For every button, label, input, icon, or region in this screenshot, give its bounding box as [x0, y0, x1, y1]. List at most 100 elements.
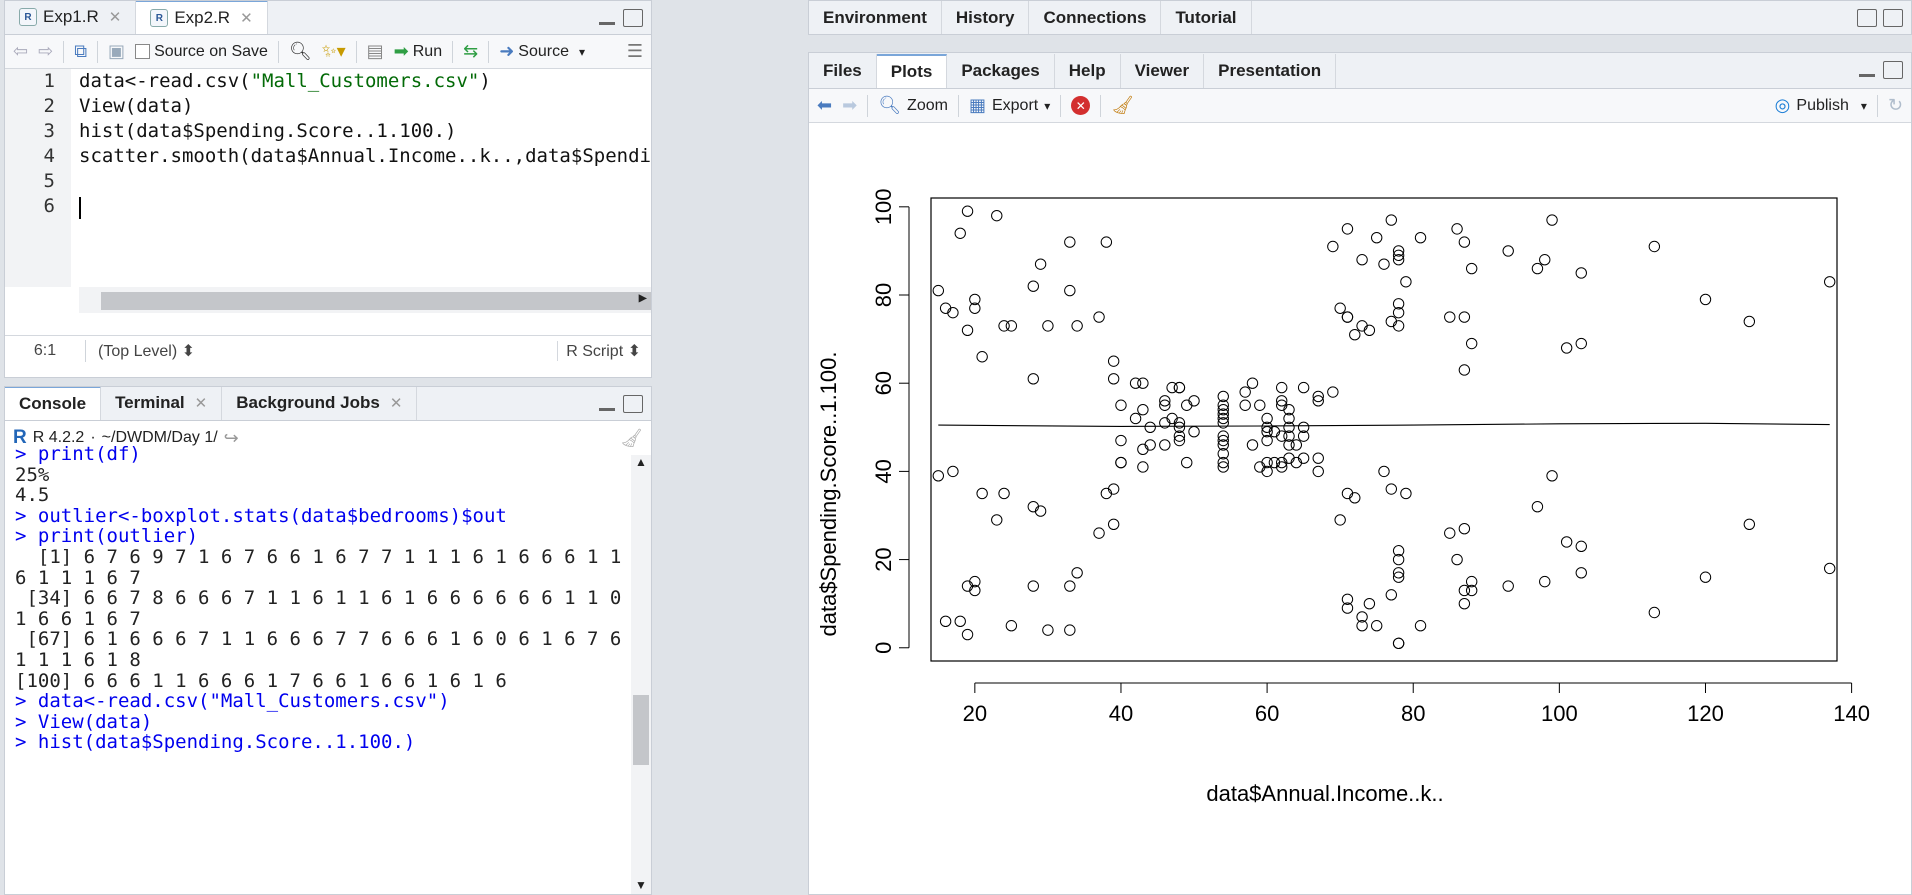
tab-tutorial[interactable]: Tutorial — [1161, 1, 1252, 34]
close-icon[interactable]: ✕ — [108, 9, 122, 26]
tab-background-jobs[interactable]: Background Jobs ✕ — [222, 387, 418, 420]
data-point — [1341, 223, 1354, 235]
tab-files[interactable]: Files — [809, 54, 877, 88]
save-icon[interactable]: ▣ — [108, 41, 126, 61]
minimize-icon[interactable] — [597, 9, 617, 27]
outline-icon[interactable]: ☰ — [626, 41, 643, 61]
publish-button[interactable]: ◎ Publish ▾ — [1775, 95, 1867, 116]
code-text: scatter.smooth(data$Annual.Income..k..,d… — [79, 144, 651, 169]
data-point — [1261, 465, 1273, 478]
scroll-up-icon[interactable]: ▲ — [635, 455, 647, 469]
maximize-icon[interactable] — [623, 9, 643, 27]
source-label: Source — [518, 42, 569, 60]
scrollbar-thumb[interactable] — [101, 292, 651, 310]
scroll-down-icon[interactable]: ▼ — [635, 878, 647, 892]
scroll-right-icon[interactable]: ▶ — [638, 290, 647, 306]
forward-arrow-icon[interactable]: ⇨ — [38, 41, 54, 61]
line-number: 1 — [43, 70, 55, 92]
data-point — [1743, 315, 1756, 328]
maximize-icon[interactable] — [623, 395, 643, 413]
code-line[interactable]: 3 hist(data$Spending.Score..1.100.) — [5, 119, 651, 144]
data-point — [1064, 624, 1076, 636]
data-point — [1254, 461, 1266, 473]
code-editor[interactable]: 1 data<-read.csv("Mall_Customers.csv") 2 Vi… — [5, 69, 651, 313]
data-point — [1327, 240, 1339, 253]
previous-plot-icon[interactable]: ⬅ — [817, 95, 833, 115]
code-line[interactable]: 2 View(data) — [5, 94, 651, 119]
scrollbar-thumb[interactable] — [633, 695, 649, 765]
search-icon[interactable]: 🔍︎ — [288, 41, 312, 61]
refresh-icon[interactable]: ↻ — [1887, 95, 1903, 115]
compile-report-icon[interactable]: ▤ — [366, 41, 384, 61]
data-point — [1297, 452, 1310, 464]
code-line[interactable]: 1 data<-read.csv("Mall_Customers.csv") — [5, 69, 651, 94]
tab-environment[interactable]: Environment — [809, 1, 942, 34]
export-button[interactable]: ▦ Export ▾ — [969, 95, 1050, 116]
chevron-down-icon[interactable]: ▾ — [579, 44, 586, 59]
data-point — [1392, 254, 1405, 266]
console-output[interactable]: > print(df) 25% 4.5 > outlier<-boxplot.stat… — [5, 443, 644, 894]
plots-toolbar: ⬅ ➡ 🔍︎ Zoom ▦ Export ▾ ✕ 🧹︎ ◎ Publish ▾ … — [809, 89, 1911, 123]
go-to-directory-icon[interactable]: ↪ — [223, 427, 239, 448]
data-point — [1539, 254, 1551, 266]
code-line[interactable]: 5 — [5, 169, 651, 194]
tab-history[interactable]: History — [942, 1, 1030, 34]
source-on-save-checkbox[interactable]: Source on Save — [135, 43, 268, 61]
source-arrow-icon: ➜ — [499, 41, 515, 61]
data-point — [1173, 430, 1186, 442]
tab-help[interactable]: Help — [1055, 54, 1121, 88]
tab-console[interactable]: Console — [5, 387, 102, 420]
maximize-icon[interactable] — [1883, 9, 1903, 27]
source-button[interactable]: ➜ Source ▾ — [499, 41, 585, 62]
tab-exp1[interactable]: R Exp1.R ✕ — [5, 1, 137, 34]
data-point — [961, 324, 974, 336]
scope-selector[interactable]: (Top Level) ⬍ — [98, 342, 196, 360]
minimize-icon[interactable] — [597, 395, 617, 413]
data-point — [1297, 421, 1310, 433]
code-line[interactable]: 6 — [5, 194, 651, 219]
code-text: View(data) — [79, 94, 193, 119]
run-button[interactable]: ➡ Run — [394, 41, 442, 62]
horizontal-scrollbar[interactable]: ▶ — [79, 287, 651, 313]
restore-icon[interactable] — [1883, 61, 1903, 79]
data-point — [932, 470, 945, 482]
tab-presentation[interactable]: Presentation — [1204, 54, 1337, 88]
close-icon[interactable]: ✕ — [240, 10, 253, 27]
code-line[interactable]: 4 scatter.smooth(data$Annual.Income..k..,… — [5, 144, 651, 169]
minimize-icon[interactable] — [1857, 61, 1877, 79]
next-plot-icon[interactable]: ➡ — [842, 95, 858, 115]
data-point — [1071, 320, 1083, 332]
data-point — [1546, 214, 1558, 226]
clear-all-plots-icon[interactable]: 🧹︎ — [1111, 95, 1135, 115]
tab-exp2[interactable]: R Exp2.R ✕ — [136, 1, 268, 34]
tab-viewer[interactable]: Viewer — [1121, 54, 1205, 88]
x-tick-label: 60 — [1255, 701, 1279, 726]
window-buttons — [1857, 9, 1903, 27]
vertical-scrollbar[interactable]: ▲ ▼ — [631, 455, 651, 894]
data-point — [1400, 276, 1412, 288]
clear-console-icon[interactable]: 🧹︎ — [620, 427, 643, 448]
remove-plot-icon[interactable]: ✕ — [1071, 96, 1091, 115]
data-point — [1005, 620, 1018, 632]
tab-plots[interactable]: Plots — [876, 54, 948, 88]
magic-wand-icon[interactable]: ✨︎▾ — [321, 41, 346, 61]
checkbox-box[interactable] — [135, 44, 151, 59]
show-in-window-icon[interactable]: ⧉ — [74, 41, 88, 61]
data-point — [1115, 399, 1127, 411]
close-icon[interactable]: ✕ — [194, 395, 208, 412]
tab-label: Files — [823, 61, 862, 80]
tab-terminal[interactable]: Terminal ✕ — [101, 387, 223, 420]
data-point — [1414, 231, 1427, 244]
rerun-icon[interactable]: ⇆ — [463, 41, 479, 61]
restore-icon[interactable] — [1857, 9, 1877, 27]
console-tabbar: Console Terminal ✕ Background Jobs ✕ — [5, 387, 651, 421]
zoom-button[interactable]: 🔍︎ Zoom — [878, 95, 948, 116]
close-icon[interactable]: ✕ — [389, 395, 403, 412]
tab-packages[interactable]: Packages — [947, 54, 1055, 88]
data-point — [1290, 439, 1303, 451]
tab-connections[interactable]: Connections — [1029, 1, 1162, 34]
working-directory[interactable]: ~/DWDM/Day 1/ — [101, 429, 218, 446]
data-point — [998, 487, 1010, 500]
file-type-selector[interactable]: R Script ⬍ — [557, 340, 651, 361]
back-arrow-icon[interactable]: ⇦ — [13, 41, 29, 61]
